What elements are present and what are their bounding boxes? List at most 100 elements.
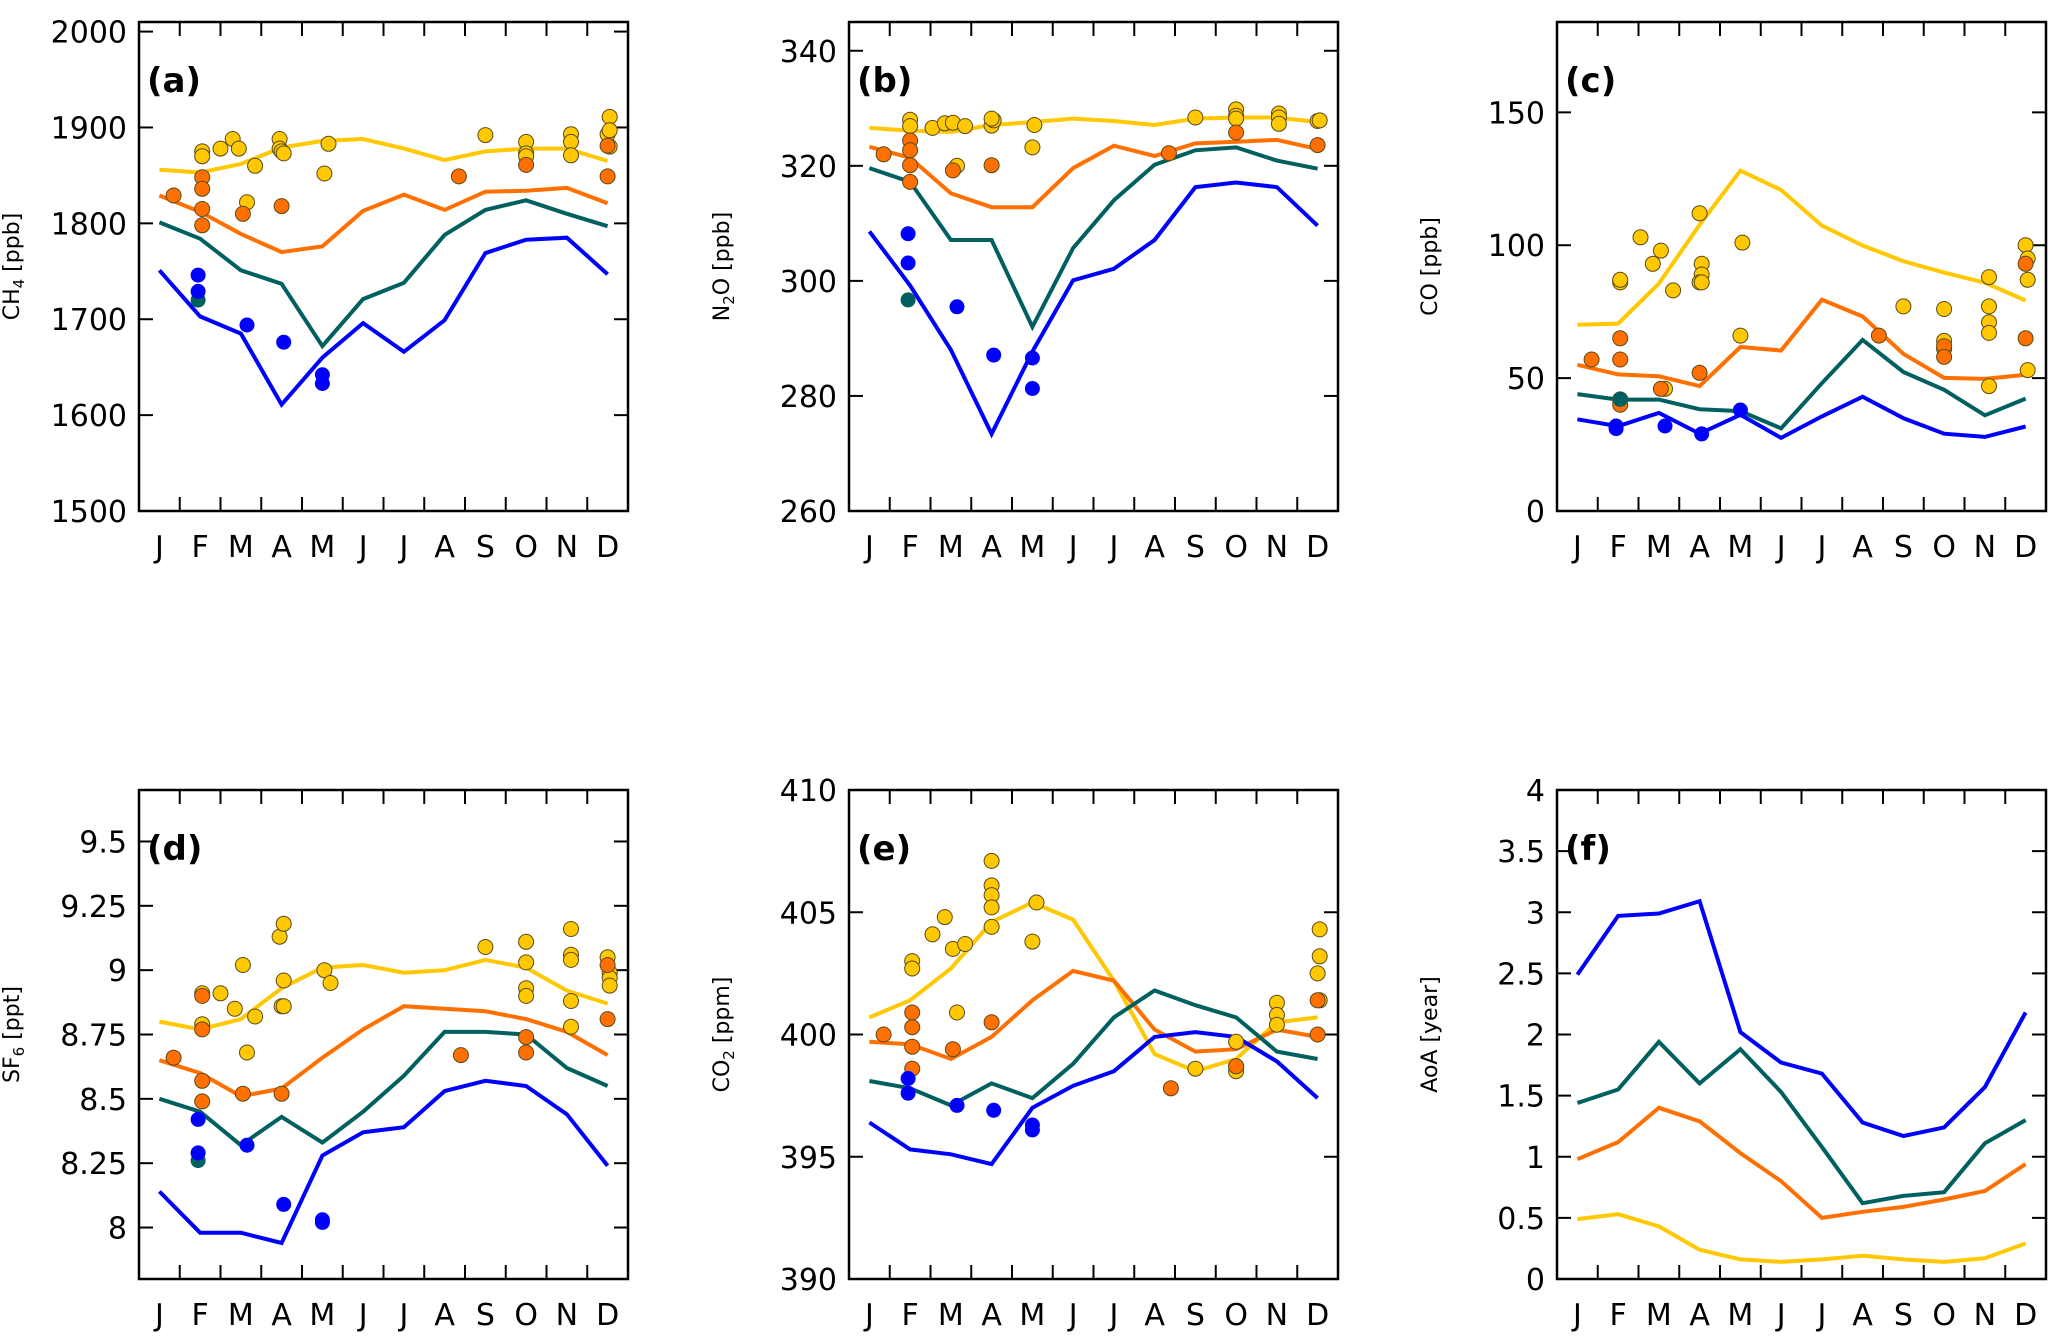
scatter-point-yellow <box>1024 139 1041 156</box>
x-tick-label: D <box>2014 530 2037 565</box>
scatter-point-blue <box>986 1102 1002 1118</box>
y-tick-label: 50 <box>1507 362 1545 397</box>
scatter-point-yellow <box>957 936 974 952</box>
scatter-point-yellow <box>601 108 618 125</box>
scatter-point-yellow <box>212 140 229 157</box>
panel-label: (c) <box>1565 61 1616 101</box>
scatter-point-orange <box>983 1014 1000 1031</box>
x-tick-label: A <box>1144 530 1165 565</box>
x-tick-label: D <box>1306 530 1329 565</box>
scatter-point-orange <box>194 217 211 234</box>
scatter-point-yellow <box>1024 933 1041 950</box>
x-tick-label: A <box>1689 530 1710 565</box>
scatter-point-orange <box>1612 330 1629 347</box>
scatter-point-yellow <box>949 1004 965 1021</box>
x-tick-label: D <box>596 1298 619 1333</box>
x-tick-label: S <box>1894 530 1913 565</box>
scatter-point-yellow <box>477 127 494 144</box>
scatter-point-orange <box>944 162 961 179</box>
x-tick-label: M <box>1727 1298 1753 1333</box>
scatter-point-orange <box>194 1021 211 1038</box>
scatter-point-yellow <box>1028 894 1045 911</box>
x-tick-label: F <box>1609 530 1626 565</box>
scatter-point-yellow <box>1981 324 1997 341</box>
scatter-point-orange <box>875 1026 892 1043</box>
series-line-yellow <box>1577 1212 2027 1264</box>
series-line-teal <box>869 988 1318 1108</box>
x-tick-label: A <box>1689 1298 1710 1333</box>
x-tick-label: S <box>476 1298 495 1333</box>
y-tick-label: 0 <box>1526 1263 1545 1298</box>
scatter-point-yellow <box>1612 271 1629 288</box>
series-line-teal <box>1576 1038 2027 1206</box>
scatter-point-yellow <box>1632 229 1649 246</box>
plot-area <box>867 101 1328 439</box>
series-line-yellow <box>1577 168 2027 327</box>
scatter-point-yellow <box>226 1000 243 1017</box>
scatter-point-yellow <box>275 972 292 989</box>
scatter-point-orange <box>1309 137 1326 154</box>
scatter-point-orange <box>1309 1026 1326 1043</box>
x-tick-label: M <box>309 530 335 565</box>
y-axis-title: CH4 [ppb] <box>0 213 28 321</box>
x-tick-label: J <box>1815 1298 1826 1333</box>
panel-label: (b) <box>857 61 912 101</box>
y-axis-title: CO [ppb] <box>1418 217 1443 316</box>
scatter-point-yellow <box>1270 115 1287 132</box>
y-tick-label: 1500 <box>51 495 127 530</box>
panel-a: J F M A M J J A S O N D150016001700180019002000CH4 … <box>0 16 630 565</box>
scatter-point-yellow <box>1734 234 1751 251</box>
y-tick-label: 1600 <box>51 399 127 434</box>
scatter-point-orange <box>599 168 616 185</box>
scatter-point-orange <box>902 142 919 159</box>
scatter-point-yellow <box>316 962 333 979</box>
scatter-point-orange <box>2017 330 2034 347</box>
x-tick-label: S <box>1186 530 1205 565</box>
scatter-point-yellow <box>924 926 941 943</box>
scatter-point-blue <box>900 226 916 242</box>
series-line-blue <box>1577 394 2027 441</box>
scatter-point-blue <box>190 1145 206 1161</box>
x-tick-label: A <box>981 530 1002 565</box>
series-line-teal <box>868 145 1318 332</box>
x-tick-label: J <box>397 1298 408 1333</box>
x-tick-label: M <box>228 1298 254 1333</box>
scatter-point-yellow <box>983 918 1000 935</box>
scatter-point-orange <box>599 1011 616 1028</box>
y-tick-label: 8.25 <box>60 1147 127 1182</box>
scatter-point-teal <box>1612 391 1628 407</box>
x-tick-label: M <box>938 1298 964 1333</box>
scatter-point-blue <box>190 267 206 283</box>
y-tick-label: 9.25 <box>60 890 127 925</box>
scatter-point-orange <box>165 1049 182 1066</box>
y-tick-label: 8.5 <box>79 1083 127 1118</box>
scatter-point-orange <box>599 957 616 973</box>
scatter-point-yellow <box>320 135 337 152</box>
scatter-point-yellow <box>563 951 579 968</box>
x-tick-label: J <box>357 1298 368 1333</box>
plot-area <box>868 852 1328 1167</box>
x-tick-label: J <box>153 530 164 565</box>
plot-area <box>1575 898 2028 1264</box>
scatter-point-blue <box>276 1196 292 1212</box>
scatter-point-orange <box>983 157 1000 174</box>
x-tick-label: N <box>556 530 578 565</box>
panel-label: (d) <box>147 829 202 869</box>
scatter-point-blue <box>1024 1122 1040 1138</box>
x-tick-label: S <box>1186 1298 1205 1333</box>
x-tick-label: D <box>1306 1298 1329 1333</box>
scatter-point-blue <box>239 1137 255 1153</box>
scatter-point-orange <box>450 168 467 185</box>
x-tick-label: A <box>271 530 292 565</box>
scatter-point-blue <box>1694 426 1710 442</box>
scatter-point-yellow <box>247 1008 264 1025</box>
scatter-point-yellow <box>518 954 535 971</box>
y-tick-label: 3 <box>1526 896 1545 931</box>
scatter-point-yellow <box>1936 301 1953 317</box>
plot-area <box>1576 168 2036 442</box>
scatter-point-yellow <box>1311 112 1328 129</box>
scatter-point-orange <box>1228 1058 1245 1075</box>
x-tick-label: N <box>1266 1298 1288 1333</box>
scatter-point-yellow <box>1732 327 1749 344</box>
